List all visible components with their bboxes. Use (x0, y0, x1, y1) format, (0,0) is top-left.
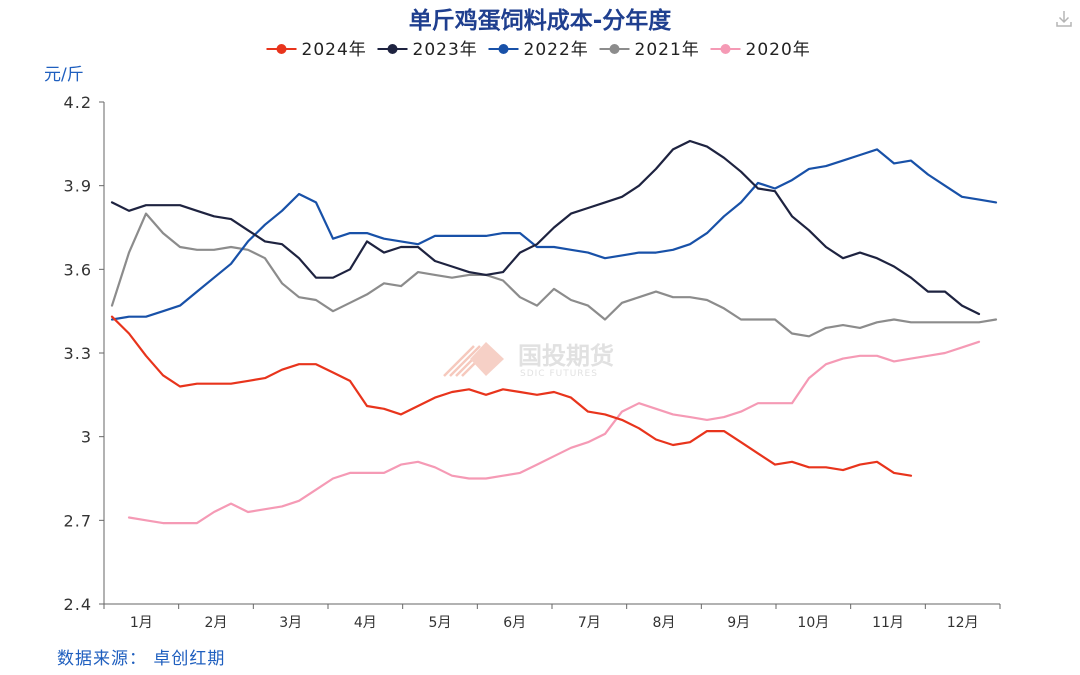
data-source: 数据来源： 卓创红期 (57, 649, 225, 669)
watermark-sub: SDIC FUTURES (520, 369, 598, 379)
y-tick-label: 2.4 (64, 595, 92, 614)
series-lines (110, 139, 998, 525)
x-tick-label: 4月 (354, 615, 377, 631)
legend-marker (276, 44, 287, 54)
legend-item[interactable]: 2023年 (377, 40, 478, 60)
y-tick-label: 3.9 (64, 177, 92, 196)
x-tick-label: 6月 (503, 615, 526, 631)
series-line-2023年 (110, 139, 981, 316)
x-tick-label: 12月 (947, 615, 979, 631)
axes: 4.2 3.9 3.6 3.3 3 2.7 2.4 1月 2月 3月 4月 5月 6月 7月 8月 9月 10月… (64, 93, 1001, 631)
legend-item[interactable]: 2022年 (488, 40, 589, 60)
series-line-2020年 (127, 340, 981, 525)
series-line-2021年 (110, 212, 998, 338)
x-tick-label: 7月 (578, 615, 601, 631)
y-axis-unit: 元/斤 (44, 65, 84, 85)
x-tick-label: 8月 (653, 615, 676, 631)
download-icon[interactable] (1056, 11, 1072, 27)
x-tick-label: 10月 (797, 615, 829, 631)
series-line-2024年 (110, 315, 913, 477)
legend-marker (609, 44, 620, 54)
legend-marker (387, 44, 398, 54)
y-tick-label: 3.3 (64, 344, 92, 363)
watermark: 国投期货 SDIC FUTURES (443, 342, 614, 379)
x-tick-label: 5月 (429, 615, 452, 631)
y-tick-label: 4.2 (64, 93, 92, 112)
y-tick-label: 3 (81, 428, 92, 447)
y-tick-label: 3.6 (64, 260, 92, 279)
legend-marker (720, 44, 731, 54)
x-tick-label: 9月 (727, 615, 750, 631)
legend-label: 2023年 (413, 40, 478, 60)
legend-item[interactable]: 2020年 (710, 40, 811, 60)
y-tick-label: 2.7 (64, 511, 92, 530)
watermark-name: 国投期货 (518, 342, 614, 370)
x-tick-label: 3月 (279, 615, 302, 631)
series-line-2022年 (110, 148, 998, 321)
watermark-logo-icon (443, 342, 504, 377)
x-tick-label: 11月 (872, 615, 904, 631)
x-tick-label: 2月 (205, 615, 228, 631)
legend-label: 2024年 (302, 40, 367, 60)
legend-label: 2020年 (746, 40, 811, 60)
legend-label: 2021年 (635, 40, 700, 60)
chart-title: 单斤鸡蛋饲料成本-分年度 (409, 7, 673, 34)
legend-marker (498, 44, 509, 54)
legend: 2024年 2023年 2022年 2021年 2020年 (266, 40, 811, 60)
legend-label: 2022年 (524, 40, 589, 60)
x-tick-label: 1月 (130, 615, 153, 631)
legend-item[interactable]: 2024年 (266, 40, 367, 60)
legend-item[interactable]: 2021年 (599, 40, 700, 60)
